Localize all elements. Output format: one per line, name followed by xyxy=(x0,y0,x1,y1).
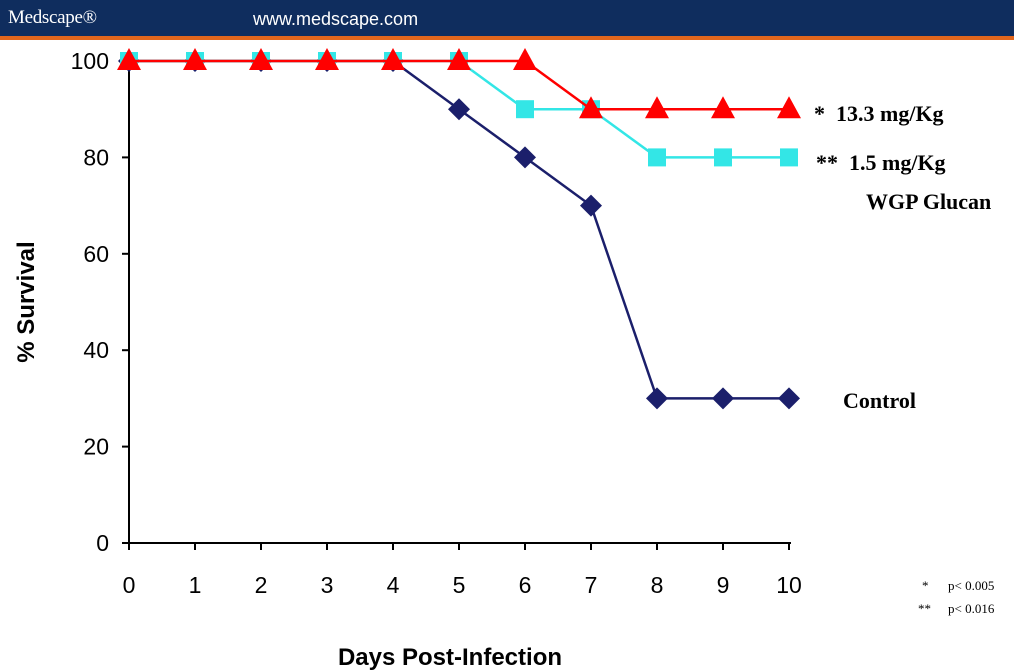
y-tick-label: 0 xyxy=(96,530,109,556)
x-tick-label: 4 xyxy=(387,572,400,598)
x-axis-title: Days Post-Infection xyxy=(338,644,562,671)
label-wgp-glucan: WGP Glucan xyxy=(866,189,991,214)
footnote-mark-2: ** xyxy=(918,601,931,616)
data-point-triangle xyxy=(381,48,405,70)
footnotes: * p< 0.005 ** p< 0.016 xyxy=(918,578,995,616)
label-control: Control xyxy=(843,388,916,413)
x-tick-label: 1 xyxy=(189,572,202,598)
brand-logo: Medscape® xyxy=(8,7,97,28)
data-point-diamond xyxy=(580,194,602,217)
chart-axes: 0 20 40 60 80 100 0 1 2 3 4 5 6 7 8 9 10 xyxy=(71,48,802,598)
y-tick-label: 20 xyxy=(83,434,109,460)
data-point-square xyxy=(648,148,666,167)
series-diamond xyxy=(118,50,800,410)
series-triangle xyxy=(117,48,801,119)
site-url: www.medscape.com xyxy=(253,9,419,29)
data-point-triangle xyxy=(711,96,735,119)
header-bar: Medscape® www.medscape.com xyxy=(0,0,1014,40)
series-layer xyxy=(117,48,801,410)
data-point-square xyxy=(516,100,534,119)
x-tick-label: 0 xyxy=(123,572,136,598)
data-point-triangle xyxy=(117,48,141,70)
data-point-diamond xyxy=(646,387,668,410)
x-tick-label: 5 xyxy=(453,572,466,598)
footnote-text-2: p< 0.016 xyxy=(948,601,995,616)
data-point-triangle xyxy=(777,96,801,119)
footnote-text-1: p< 0.005 xyxy=(948,578,994,593)
y-axis-title: % Survival xyxy=(13,241,40,362)
data-point-triangle xyxy=(249,48,273,70)
x-tick-label: 3 xyxy=(321,572,334,598)
y-tick-label: 80 xyxy=(83,144,109,170)
data-point-triangle xyxy=(579,96,603,119)
data-point-diamond xyxy=(448,98,470,121)
x-tick-label: 9 xyxy=(717,572,730,598)
data-point-diamond xyxy=(514,146,536,169)
x-tick-label: 10 xyxy=(776,572,802,598)
y-tick-label: 60 xyxy=(83,241,109,267)
x-tick-label: 7 xyxy=(585,572,598,598)
label-high-dose: * 13.3 mg/Kg xyxy=(814,101,944,126)
data-point-diamond xyxy=(778,387,800,410)
data-point-triangle xyxy=(183,48,207,70)
x-tick-label: 8 xyxy=(651,572,664,598)
data-point-triangle xyxy=(513,48,537,70)
y-tick-label: 100 xyxy=(71,48,109,74)
x-tick-label: 6 xyxy=(519,572,532,598)
data-point-triangle xyxy=(315,48,339,70)
footnote-mark-1: * xyxy=(922,578,929,593)
data-point-diamond xyxy=(712,387,734,410)
data-point-triangle xyxy=(447,48,471,70)
data-point-square xyxy=(714,148,732,167)
label-low-dose: ** 1.5 mg/Kg xyxy=(816,150,946,175)
data-point-triangle xyxy=(645,96,669,119)
y-tick-label: 40 xyxy=(83,337,109,363)
data-point-square xyxy=(780,148,798,167)
x-tick-label: 2 xyxy=(255,572,268,598)
